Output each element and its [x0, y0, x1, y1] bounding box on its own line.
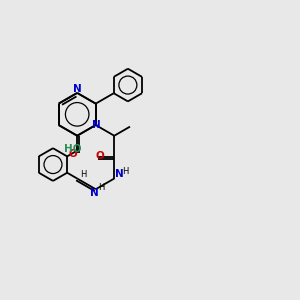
- Text: N: N: [90, 188, 99, 198]
- Text: O: O: [68, 148, 77, 159]
- Text: H: H: [122, 167, 129, 176]
- Text: N: N: [115, 169, 123, 179]
- Text: N: N: [73, 84, 82, 94]
- Text: O: O: [95, 151, 104, 160]
- Text: H: H: [98, 183, 104, 192]
- Text: H: H: [80, 170, 87, 179]
- Text: N: N: [92, 120, 101, 130]
- Text: HO: HO: [64, 144, 81, 154]
